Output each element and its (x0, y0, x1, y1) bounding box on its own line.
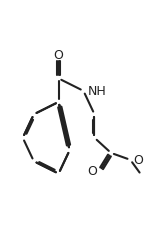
Text: O: O (54, 48, 64, 61)
Text: O: O (87, 165, 97, 178)
Text: NH: NH (88, 85, 106, 98)
Text: O: O (133, 154, 143, 167)
